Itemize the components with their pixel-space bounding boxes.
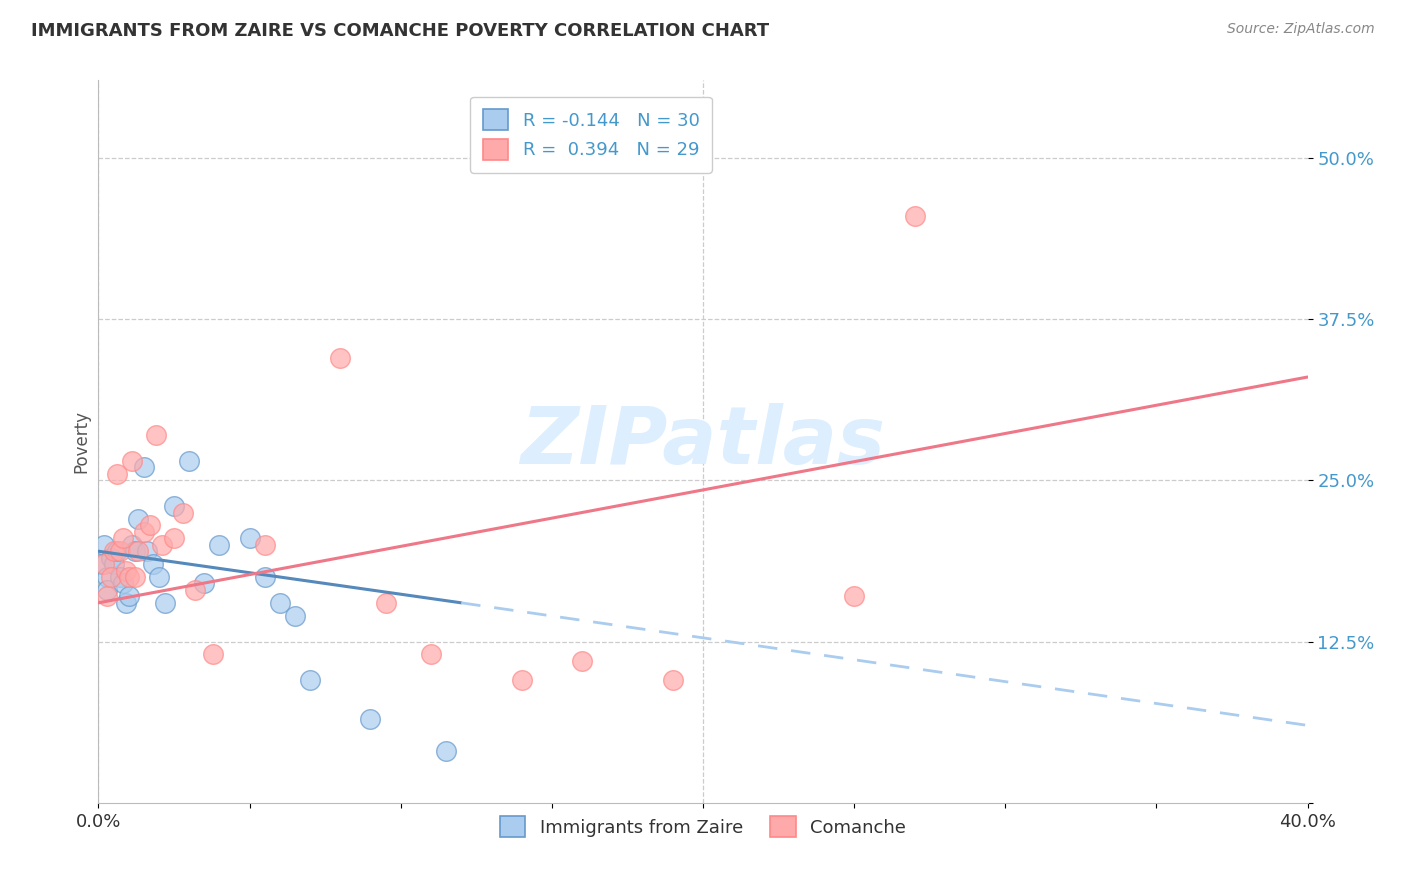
Point	[269, 596, 291, 610]
Point	[193, 576, 215, 591]
Text: Source: ZipAtlas.com: Source: ZipAtlas.com	[1227, 22, 1375, 37]
Point	[661, 673, 683, 688]
Text: ZIPatlas: ZIPatlas	[520, 402, 886, 481]
Point	[135, 544, 157, 558]
Point	[253, 538, 276, 552]
Point	[132, 460, 155, 475]
Point	[93, 557, 115, 571]
Point	[571, 654, 593, 668]
Point	[124, 570, 146, 584]
Point	[96, 582, 118, 597]
Point	[108, 570, 131, 584]
Point	[111, 531, 134, 545]
Point	[114, 564, 136, 578]
Point	[510, 673, 533, 688]
Point	[148, 570, 170, 584]
Text: IMMIGRANTS FROM ZAIRE VS COMANCHE POVERTY CORRELATION CHART: IMMIGRANTS FROM ZAIRE VS COMANCHE POVERT…	[31, 22, 769, 40]
Y-axis label: Poverty: Poverty	[72, 410, 90, 473]
Point	[172, 506, 194, 520]
Point	[284, 608, 307, 623]
Point	[93, 538, 115, 552]
Point	[114, 596, 136, 610]
Point	[127, 512, 149, 526]
Point	[108, 544, 131, 558]
Point	[239, 531, 262, 545]
Point	[90, 557, 112, 571]
Point	[844, 590, 866, 604]
Point	[96, 570, 118, 584]
Point	[153, 596, 176, 610]
Point	[145, 428, 167, 442]
Point	[299, 673, 322, 688]
Point	[105, 544, 128, 558]
Point	[208, 538, 231, 552]
Point	[127, 544, 149, 558]
Point	[163, 531, 186, 545]
Point	[118, 590, 141, 604]
Point	[904, 209, 927, 223]
Point	[329, 351, 352, 365]
Point	[121, 454, 143, 468]
Point	[100, 550, 122, 565]
Point	[103, 544, 125, 558]
Point	[118, 570, 141, 584]
Point	[360, 712, 382, 726]
Point	[124, 544, 146, 558]
Legend: Immigrants from Zaire, Comanche: Immigrants from Zaire, Comanche	[494, 809, 912, 845]
Point	[132, 524, 155, 539]
Point	[103, 557, 125, 571]
Point	[96, 590, 118, 604]
Point	[163, 499, 186, 513]
Point	[142, 557, 165, 571]
Point	[100, 570, 122, 584]
Point	[374, 596, 396, 610]
Point	[184, 582, 207, 597]
Point	[202, 648, 225, 662]
Point	[105, 467, 128, 481]
Point	[111, 576, 134, 591]
Point	[179, 454, 201, 468]
Point	[139, 518, 162, 533]
Point	[121, 538, 143, 552]
Point	[150, 538, 173, 552]
Point	[420, 648, 443, 662]
Point	[434, 744, 457, 758]
Point	[253, 570, 276, 584]
